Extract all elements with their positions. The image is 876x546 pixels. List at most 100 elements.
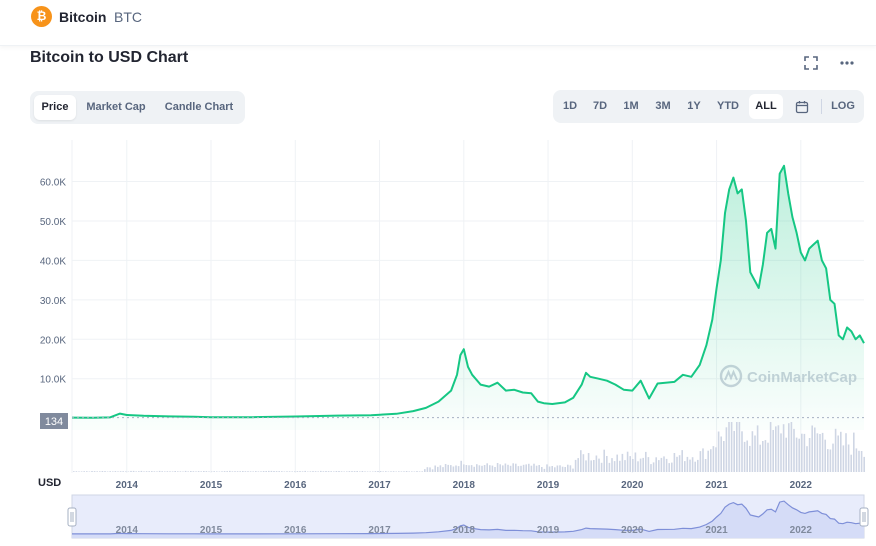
volume-bar	[650, 464, 652, 472]
volume-bar	[104, 471, 106, 472]
volume-bar	[525, 464, 527, 472]
volume-bar	[171, 471, 174, 472]
coin-name[interactable]: Bitcoin	[59, 9, 107, 25]
tab-market-cap[interactable]: Market Cap	[86, 101, 146, 113]
navigator-tick-label: 2020	[621, 525, 644, 536]
volume-bar	[390, 471, 392, 472]
volume-bar	[307, 471, 309, 472]
volume-bar	[663, 456, 665, 472]
volume-bar	[785, 437, 787, 472]
range-separator	[821, 99, 822, 114]
volume-bar	[174, 471, 176, 472]
volume-bar	[600, 462, 603, 472]
volume-bar	[494, 467, 496, 472]
volume-bars	[73, 422, 865, 472]
y-tick-label: 10.0K	[40, 375, 66, 386]
volume-bar	[109, 471, 111, 472]
volume-bar	[710, 449, 712, 472]
volume-bar	[86, 471, 88, 472]
tab-price[interactable]: Price	[34, 95, 76, 120]
y-tick-label: 40.0K	[40, 256, 66, 267]
volume-bar	[496, 463, 499, 472]
volume-bar	[359, 471, 361, 472]
volume-bar	[91, 471, 93, 472]
volume-bar	[564, 467, 566, 472]
range-1m[interactable]: 1M	[623, 100, 639, 112]
volume-bar	[642, 457, 644, 472]
volume-bar	[257, 471, 260, 472]
volume-bar	[629, 456, 631, 472]
volume-bar	[801, 433, 803, 472]
volume-bar	[759, 444, 761, 472]
grid-lines	[71, 140, 864, 473]
volume-bar	[262, 471, 265, 472]
volume-bar	[580, 450, 582, 472]
volume-bar	[200, 471, 202, 472]
tab-candle-chart[interactable]: Candle Chart	[164, 101, 234, 113]
volume-bar	[681, 450, 683, 472]
volume-bar	[707, 450, 709, 472]
chart-title: Bitcoin to USD Chart	[30, 49, 189, 66]
volume-bar	[788, 423, 790, 472]
range-7d[interactable]: 7D	[592, 100, 608, 112]
volume-bar	[543, 468, 546, 472]
volume-bar	[177, 471, 179, 472]
volume-bar	[156, 471, 158, 472]
volume-bar	[834, 428, 837, 472]
volume-bar	[265, 471, 267, 472]
volume-bar	[702, 448, 704, 472]
volume-bar	[587, 453, 590, 472]
volume-bar	[853, 432, 855, 472]
x-tick-label: 2016	[284, 480, 307, 491]
navigator-line	[72, 500, 865, 535]
volume-bar	[751, 431, 754, 472]
range-all[interactable]: ALL	[749, 94, 783, 119]
range-1y[interactable]: 1Y	[687, 100, 701, 112]
volume-bar	[249, 471, 252, 472]
log-scale-toggle[interactable]: LOG	[831, 100, 855, 112]
volume-bar	[582, 454, 585, 472]
volume-bar	[244, 471, 247, 472]
fullscreen-icon[interactable]	[800, 52, 822, 74]
volume-bar	[790, 422, 793, 472]
volume-bar	[294, 471, 296, 472]
volume-bar	[408, 471, 410, 472]
time-range-selector: 1D 7D 1M 3M 1Y YTD ALL LOG	[553, 90, 864, 123]
volume-bar	[281, 471, 283, 472]
navigator-tick-label: 2021	[705, 525, 728, 536]
volume-bar	[803, 433, 806, 472]
volume-bar	[733, 430, 735, 472]
volume-bar	[416, 471, 418, 472]
volume-bar	[203, 471, 205, 472]
volume-bar	[590, 460, 592, 472]
x-tick-label: 2022	[790, 480, 813, 491]
range-navigator[interactable]: 2014 2015 2016 2017 2018 2019 2020 2021 2022	[67, 494, 869, 539]
volume-bar	[112, 471, 114, 472]
volume-bar	[673, 453, 676, 472]
range-3m[interactable]: 3M	[655, 100, 671, 112]
volume-bar	[184, 470, 187, 472]
volume-bar	[127, 471, 130, 472]
volume-bar	[717, 431, 720, 472]
more-options-icon[interactable]	[836, 52, 858, 74]
volume-bar	[231, 471, 234, 472]
coinmarketcap-watermark: CoinMarketCap	[719, 364, 857, 388]
volume-bar	[689, 459, 691, 472]
volume-bar	[795, 437, 798, 472]
volume-bar	[364, 471, 366, 472]
volume-bar	[117, 471, 119, 472]
volume-bar	[827, 449, 829, 472]
range-ytd[interactable]: YTD	[717, 100, 739, 112]
navigator-right-handle[interactable]	[859, 507, 869, 527]
volume-bar	[577, 458, 579, 472]
volume-bar	[691, 457, 694, 472]
volume-bar	[182, 471, 184, 472]
volume-bar	[574, 459, 577, 472]
volume-bar	[252, 471, 254, 472]
volume-bar	[327, 471, 330, 472]
volume-bar	[793, 428, 795, 472]
navigator-left-handle[interactable]	[67, 507, 77, 527]
range-1d[interactable]: 1D	[562, 100, 578, 112]
calendar-icon[interactable]	[789, 94, 815, 119]
